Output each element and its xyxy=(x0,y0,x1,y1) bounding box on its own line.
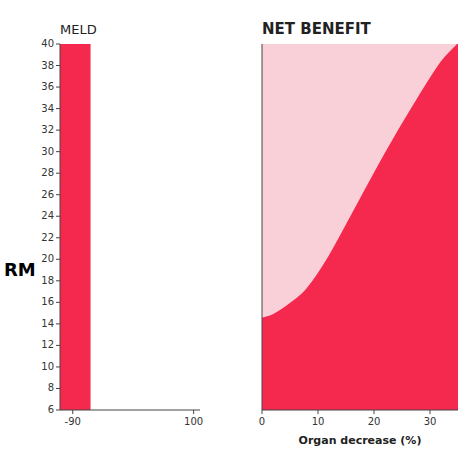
y-tick xyxy=(56,173,60,174)
area-line xyxy=(262,44,458,319)
y-tick-label: 24 xyxy=(41,210,54,221)
chart-title: NET BENEFIT xyxy=(262,20,372,38)
y-tick xyxy=(56,87,60,88)
area-fill xyxy=(262,44,458,410)
y-tick-label: 26 xyxy=(41,189,54,200)
y-tick-label: 38 xyxy=(41,60,54,71)
x-axis-line xyxy=(60,410,200,411)
y-tick-label: 30 xyxy=(41,146,54,157)
y-axis-line xyxy=(262,44,263,410)
y-tick xyxy=(56,345,60,346)
plot-area xyxy=(60,44,91,410)
x-tick-label: 100 xyxy=(184,416,203,427)
plot-background xyxy=(262,44,458,410)
y-tick xyxy=(56,323,60,324)
x-axis-label: Organ decrease (%) xyxy=(299,434,422,447)
x-tick-label: 30 xyxy=(424,416,437,427)
y-tick-label: 10 xyxy=(41,361,54,372)
y-tick xyxy=(56,237,60,238)
chart-span: -90 100 6 8 10 12 14 16 18 20 22 24 26 28 30 32 34 36 38 40… xyxy=(4,22,203,427)
y-tick-label: 22 xyxy=(41,232,54,243)
x-tick-label: -90 xyxy=(65,416,81,427)
y-tick xyxy=(56,194,60,195)
x-tick xyxy=(430,410,431,414)
x-tick xyxy=(72,410,73,414)
y-tick xyxy=(56,44,60,45)
x-axis-line xyxy=(262,410,458,411)
x-tick-label: 10 xyxy=(312,416,325,427)
y-tick-label: 40 xyxy=(41,38,54,49)
plot-area xyxy=(262,44,458,410)
y-tick-label: 28 xyxy=(41,167,54,178)
x-tick xyxy=(318,410,319,414)
y-tick-label: 12 xyxy=(41,339,54,350)
x-tick xyxy=(193,410,194,414)
y-tick xyxy=(56,302,60,303)
y-tick-label: 32 xyxy=(41,124,54,135)
y-tick xyxy=(56,65,60,66)
y-tick xyxy=(56,130,60,131)
y-axis-line xyxy=(60,44,61,410)
x-tick-label: 20 xyxy=(368,416,381,427)
y-tick-label: 34 xyxy=(41,103,54,114)
span-bar xyxy=(60,44,91,410)
annotation: RM xyxy=(4,259,36,280)
x-tick xyxy=(374,410,375,414)
chart-root: -901006810121416182022242628303234363840… xyxy=(0,0,474,474)
chart-area: 0 10 20 30 NET BENEFIT Organ decrease (%) xyxy=(259,20,458,447)
y-tick xyxy=(56,410,60,411)
y-tick-label: 16 xyxy=(41,296,54,307)
chart-title: MELD xyxy=(60,22,97,37)
y-tick-label: 8 xyxy=(48,382,54,393)
y-tick-label: 36 xyxy=(41,81,54,92)
y-tick-label: 6 xyxy=(48,404,54,415)
y-tick xyxy=(56,151,60,152)
y-tick xyxy=(56,280,60,281)
y-tick xyxy=(56,108,60,109)
y-tick-label: 18 xyxy=(41,275,54,286)
y-tick xyxy=(56,388,60,389)
y-tick xyxy=(56,216,60,217)
x-tick-label: 0 xyxy=(259,416,265,427)
x-tick xyxy=(262,410,263,414)
y-tick-label: 14 xyxy=(41,318,54,329)
y-tick xyxy=(56,259,60,260)
y-tick-label: 20 xyxy=(41,253,54,264)
y-tick xyxy=(56,366,60,367)
